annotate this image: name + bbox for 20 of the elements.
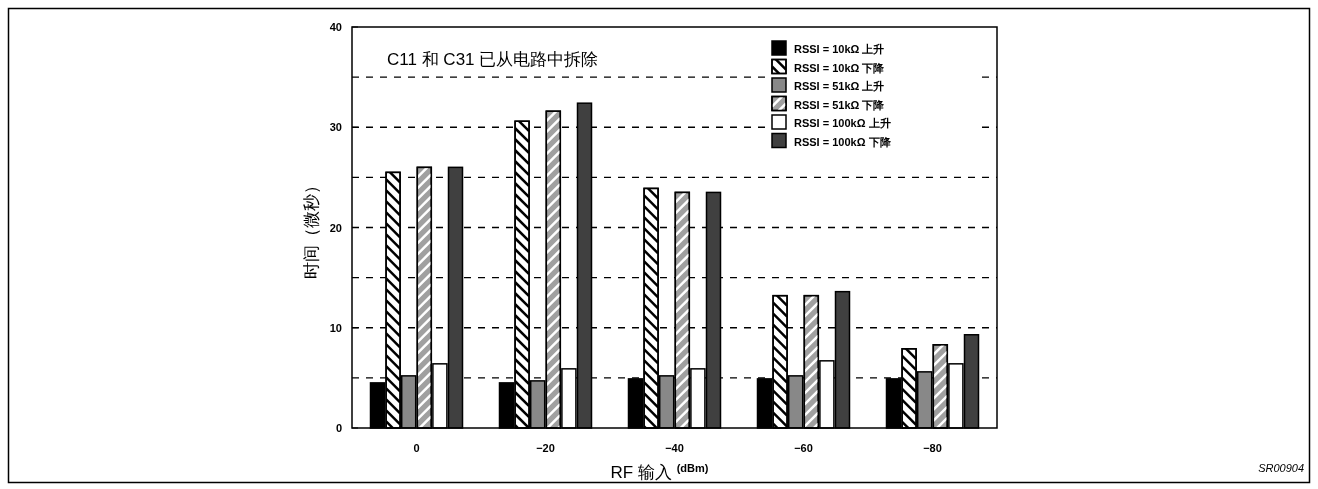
y-tick-label: 10: [329, 321, 342, 334]
legend-label: RSSI = 10kΩ 下降: [794, 61, 886, 74]
x-tick-label: 0: [413, 442, 420, 454]
x-tick-label: −60: [794, 442, 813, 454]
x-axis-title: RF 输入 $^{(dBm)}$: [610, 462, 709, 482]
legend-label: RSSI = 100kΩ 下降: [794, 135, 892, 148]
y-tick-label: 30: [329, 121, 342, 134]
annotation: C11 和 C31 已从电路中拆除: [387, 50, 599, 69]
legend-label: RSSI = 51kΩ 下降: [794, 98, 886, 111]
x-tick-label: −40: [665, 442, 684, 454]
x-tick-label: −20: [536, 442, 555, 454]
legend-label: RSSI = 10kΩ 上升: [794, 43, 885, 55]
x-tick-label: −80: [923, 442, 942, 454]
y-axis-title: 时间（微秒）: [302, 176, 321, 279]
legend-label: RSSI = 51kΩ 上升: [794, 80, 885, 92]
y-tick-label: 40: [329, 21, 342, 33]
y-tick-label: 0: [335, 422, 342, 434]
text: SR00904: [1258, 462, 1304, 474]
legend-label: RSSI = 100kΩ 上升: [794, 117, 891, 129]
y-tick-label: 20: [329, 221, 342, 234]
